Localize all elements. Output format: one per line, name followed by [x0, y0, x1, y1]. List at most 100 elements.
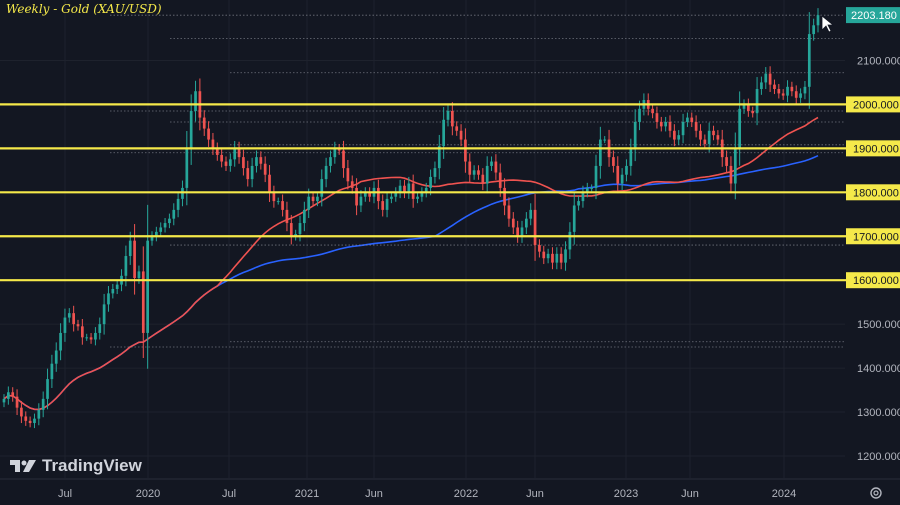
candle-body — [329, 157, 332, 166]
candle-body — [272, 192, 276, 202]
candle-body — [189, 110, 193, 149]
candle-body — [194, 91, 197, 111]
candle-body — [603, 139, 607, 141]
candle-body — [777, 89, 781, 94]
candle-body — [146, 240, 149, 333]
candle-body — [568, 231, 572, 250]
candle-body — [416, 196, 419, 199]
candle-body — [46, 379, 49, 399]
x-tick-label: 2022 — [454, 488, 478, 500]
candle-body — [311, 196, 315, 202]
candle-body — [303, 209, 306, 224]
candle-body — [725, 157, 728, 166]
tradingview-brand[interactable]: TradingView — [10, 456, 142, 476]
candle-body — [433, 168, 437, 177]
candle-body — [760, 82, 763, 90]
candle-body — [729, 165, 733, 184]
candle-body — [699, 130, 702, 140]
y-tick-label: 1300.000 — [857, 407, 900, 419]
candle-body — [590, 187, 593, 189]
candle-body — [289, 223, 293, 237]
candle-body — [381, 201, 385, 210]
candle-body — [529, 209, 533, 219]
brand-name: TradingView — [42, 456, 142, 475]
candle-body — [472, 170, 476, 175]
candle-body — [394, 192, 398, 197]
level-label-box — [846, 228, 900, 245]
candle-body — [812, 25, 815, 35]
current-price-value: 2203.180 — [851, 10, 897, 22]
candle-body — [464, 139, 467, 162]
horizontal-levels[interactable]: 2000.000 1900.000 1800.000 1700.000 1600.000 — [0, 96, 900, 289]
candle-body — [81, 326, 84, 338]
gear-icon[interactable] — [869, 486, 883, 500]
moving-average-fast-line — [3, 116, 819, 411]
level-label: 1900.000 — [853, 143, 899, 155]
candle-body — [490, 161, 493, 166]
candle-body — [141, 271, 145, 333]
level-label: 1800.000 — [853, 187, 899, 199]
price-axis[interactable]: 1200.000 1300.000 1400.000 1500.000 2100.000 — [857, 55, 900, 463]
y-tick-label: 2100.000 — [857, 55, 900, 67]
candle-body — [72, 313, 75, 325]
candle-body — [681, 121, 685, 136]
candle-body — [437, 146, 441, 169]
candle-body — [229, 159, 232, 166]
tradingview-logo-icon — [10, 460, 36, 472]
level-label: 1700.000 — [853, 231, 899, 243]
candle-body — [673, 130, 676, 140]
candle-body — [585, 187, 589, 193]
x-tick-label: 2023 — [614, 488, 638, 500]
candle-body — [625, 165, 628, 175]
candle-body — [485, 165, 489, 184]
candle-body — [516, 227, 519, 237]
candle-body — [703, 139, 707, 144]
current-price-label: 2203.180 — [846, 7, 900, 24]
candle-body — [150, 236, 154, 241]
candle-body — [111, 288, 115, 294]
y-tick-label: 1200.000 — [857, 451, 900, 463]
candle-body — [494, 161, 498, 173]
candle-body — [41, 398, 45, 410]
candle-body — [694, 121, 698, 131]
candle-body — [385, 198, 389, 210]
candle-body — [368, 192, 371, 197]
candle-body — [124, 256, 128, 276]
candlestick-series[interactable] — [2, 8, 820, 429]
candle-body — [572, 205, 576, 232]
x-tick-label: Jul — [222, 488, 236, 500]
candle-body — [24, 416, 28, 421]
candle-body — [594, 165, 598, 188]
candle-body — [794, 91, 798, 98]
candle-body — [503, 187, 506, 206]
candle-body — [481, 174, 485, 184]
candle-body — [477, 170, 480, 175]
candle-body — [128, 240, 132, 257]
candle-body — [664, 121, 667, 127]
candle-body — [542, 251, 546, 259]
moving-averages — [3, 116, 819, 411]
candle-body — [690, 117, 694, 122]
candle-body — [298, 223, 302, 235]
candle-body — [786, 86, 789, 96]
candle-body — [742, 104, 746, 109]
candle-body — [446, 110, 450, 120]
candle-body — [781, 93, 785, 96]
candle-body — [259, 157, 263, 164]
level-label-box — [846, 184, 900, 201]
time-axis[interactable]: Jul 2020 Jul 2021 Jun 2022 Jun 2023 Jun 2024 — [0, 478, 900, 500]
candle-body — [451, 110, 454, 127]
candle-body — [459, 130, 463, 140]
x-tick-label: Jun — [365, 488, 383, 500]
candle-body — [33, 418, 36, 424]
candle-body — [242, 157, 245, 169]
candle-body — [163, 223, 167, 228]
candle-body — [37, 409, 41, 419]
candle-body — [11, 392, 15, 397]
candle-body — [538, 245, 541, 252]
candle-body — [202, 117, 206, 129]
candle-body — [442, 119, 445, 147]
candle-body — [159, 227, 163, 232]
candle-body — [403, 185, 406, 193]
